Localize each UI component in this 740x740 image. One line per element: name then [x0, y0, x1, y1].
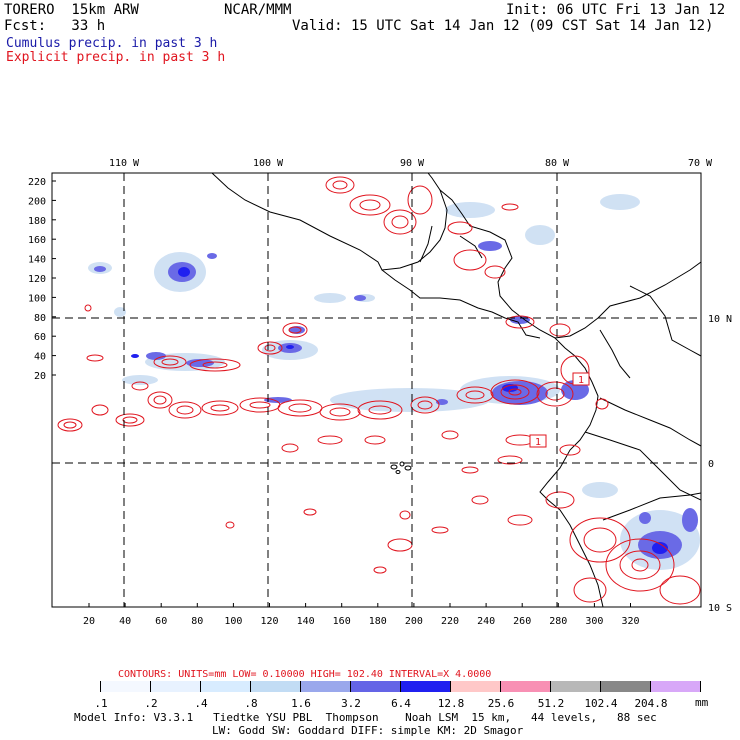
- colorbar-swatch: [351, 681, 401, 692]
- colorbar-label: 6.4: [391, 697, 411, 710]
- y-tick-label: 160: [28, 235, 46, 246]
- y-tick-label: 40: [34, 352, 46, 363]
- x-axis: 20 40 60 80 100 120 140 160 180 200 220 240 260 280 30…: [83, 603, 640, 627]
- x-tick-label: 180: [369, 616, 387, 627]
- contour-info: CONTOURS: UNITS=mm LOW= 0.10000 HIGH= 10…: [118, 669, 491, 680]
- colorbar-swatch: [651, 681, 701, 692]
- colorbar-label: 51.2: [537, 697, 565, 710]
- lon-label-80w: 80 W: [545, 158, 570, 169]
- x-tick-label: 100: [224, 616, 242, 627]
- x-tick-label: 120: [260, 616, 278, 627]
- colorbar-swatch: [201, 681, 251, 692]
- x-tick-label: 40: [119, 616, 131, 627]
- y-tick-label: 60: [34, 332, 46, 343]
- lat-label-10s: 10 S: [708, 603, 732, 614]
- forecast-hour: Fcst: 33 h: [4, 18, 106, 34]
- y-tick-label: 180: [28, 216, 46, 227]
- model-info-line1: Model Info: V3.3.1 Tiedtke YSU PBL Thomp…: [74, 711, 657, 724]
- colorbar-swatch: [551, 681, 601, 692]
- x-tick-label: 20: [83, 616, 95, 627]
- lon-label-110w: 110 W: [109, 158, 140, 169]
- y-tick-label: 20: [34, 371, 46, 382]
- y-tick-label: 140: [28, 255, 46, 266]
- colorbar-swatch: [451, 681, 501, 692]
- center-label: NCAR/MMM: [224, 2, 292, 18]
- lon-label-70w: 70 W: [688, 158, 713, 169]
- model-info-line2: LW: Godd SW: Goddard DIFF: simple KM: 2D…: [212, 724, 524, 737]
- colorbar-swatch: [151, 681, 201, 692]
- init-time: Init: 06 UTC Fri 13 Jan 12: [506, 2, 726, 18]
- lon-label-90w: 90 W: [400, 158, 425, 169]
- colorbar-label: 12.8: [437, 697, 465, 710]
- galapagos-islands: [390, 461, 412, 474]
- y-axis: 220 200 180 160 140 120 100 80 60 40 20: [28, 177, 56, 382]
- colorbar-label: 3.2: [341, 697, 361, 710]
- colorbar-label: .4: [194, 697, 208, 710]
- colorbar-swatch: [501, 681, 551, 692]
- colorbar-label: .8: [244, 697, 258, 710]
- lat-label-0: 0: [708, 459, 714, 470]
- legend-explicit: Explicit precip. in past 3 h: [6, 50, 226, 65]
- x-tick-label: 140: [297, 616, 315, 627]
- colorbar-swatch: [401, 681, 451, 692]
- colorbar-label: 102.4: [584, 697, 618, 710]
- colorbar-swatch: [251, 681, 301, 692]
- x-tick-label: 280: [549, 616, 567, 627]
- explicit-precip-contours: [57, 176, 701, 605]
- colorbar-swatch: [601, 681, 651, 692]
- y-tick-label: 220: [28, 177, 46, 188]
- x-tick-label: 80: [191, 616, 203, 627]
- latlon-grid: [52, 173, 701, 607]
- lat-label-10n: 10 N: [708, 314, 732, 325]
- max-marker-label: 1: [578, 375, 584, 386]
- colorbar-label: 25.6: [487, 697, 515, 710]
- colorbar-label: 1.6: [291, 697, 311, 710]
- valid-time: Valid: 15 UTC Sat 14 Jan 12 (09 CST Sat …: [292, 18, 714, 34]
- y-tick-label: 100: [28, 293, 46, 304]
- colorbar-swatch: [51, 681, 101, 692]
- y-tick-label: 120: [28, 274, 46, 285]
- x-tick-label: 160: [333, 616, 351, 627]
- x-tick-label: 300: [585, 616, 603, 627]
- y-tick-label: 80: [34, 313, 46, 324]
- colorbar-swatch: [101, 681, 151, 692]
- max-marker-label: 1: [535, 437, 541, 448]
- x-tick-label: 240: [477, 616, 495, 627]
- x-tick-label: 60: [155, 616, 167, 627]
- y-tick-label: 200: [28, 196, 46, 207]
- coastlines: [211, 173, 701, 607]
- colorbar-label: .2: [144, 697, 158, 710]
- lon-label-100w: 100 W: [253, 158, 284, 169]
- max-value-markers: 1 1: [529, 372, 590, 448]
- colorbar-label: .1: [94, 697, 108, 710]
- colorbar-units: mm: [695, 696, 709, 709]
- cumulus-heavy-shading: [131, 267, 668, 554]
- x-tick-label: 260: [513, 616, 531, 627]
- legend-cumulus: Cumulus precip. in past 3 h: [6, 36, 218, 51]
- colorbar-label: 204.8: [634, 697, 668, 710]
- model-title: TORERO 15km ARW: [4, 2, 139, 18]
- x-tick-label: 220: [441, 616, 459, 627]
- x-tick-label: 200: [405, 616, 423, 627]
- colorbar-swatch: [301, 681, 351, 692]
- x-tick-label: 320: [621, 616, 639, 627]
